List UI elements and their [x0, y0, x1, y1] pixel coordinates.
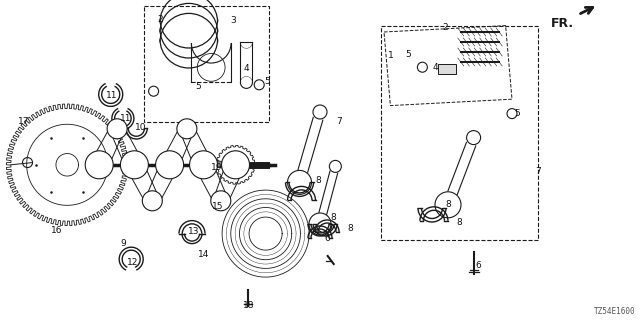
Text: 18: 18	[243, 301, 254, 310]
Bar	[381, 26, 538, 240]
Circle shape	[120, 151, 148, 179]
Circle shape	[85, 151, 113, 179]
Text: 8: 8	[330, 213, 335, 222]
Circle shape	[107, 119, 127, 139]
Text: 11: 11	[106, 92, 118, 100]
Polygon shape	[193, 165, 229, 201]
Text: 6: 6	[325, 234, 330, 243]
Text: 14: 14	[198, 250, 209, 259]
Text: 2: 2	[442, 23, 447, 32]
Polygon shape	[179, 129, 214, 165]
Polygon shape	[124, 165, 160, 201]
Text: 8: 8	[445, 200, 451, 209]
Polygon shape	[145, 165, 180, 201]
Text: 19: 19	[211, 164, 222, 172]
Text: 6: 6	[476, 261, 481, 270]
Bar	[144, 6, 269, 122]
Text: 16: 16	[51, 226, 62, 235]
Polygon shape	[212, 165, 246, 201]
Text: 2: 2	[157, 15, 163, 24]
Text: 10: 10	[135, 124, 147, 132]
Text: 8: 8	[316, 176, 321, 185]
Text: 4: 4	[433, 63, 438, 72]
Circle shape	[211, 191, 231, 211]
Circle shape	[189, 151, 218, 179]
Text: 7: 7	[337, 117, 342, 126]
Circle shape	[177, 119, 197, 139]
Circle shape	[142, 191, 163, 211]
Text: 17: 17	[18, 117, 29, 126]
Circle shape	[221, 151, 250, 179]
Polygon shape	[159, 129, 195, 165]
Text: 5: 5	[196, 82, 201, 91]
Text: 15: 15	[212, 202, 223, 211]
Text: 11: 11	[120, 114, 132, 123]
Bar	[438, 64, 456, 74]
Circle shape	[156, 151, 184, 179]
Text: 5: 5	[405, 50, 410, 59]
Text: 3: 3	[231, 16, 236, 25]
Text: 7: 7	[535, 167, 540, 176]
Text: 8: 8	[457, 218, 462, 227]
Text: TZ54E1600: TZ54E1600	[595, 307, 636, 316]
Text: 4: 4	[244, 64, 249, 73]
Text: 1: 1	[388, 52, 393, 60]
Text: 12: 12	[127, 258, 139, 267]
Text: 8: 8	[348, 224, 353, 233]
Text: 5: 5	[515, 109, 520, 118]
Text: FR.: FR.	[551, 17, 574, 30]
Polygon shape	[89, 129, 125, 165]
Bar	[215, 160, 224, 168]
Text: 13: 13	[188, 228, 200, 236]
Polygon shape	[109, 129, 145, 165]
Text: 9: 9	[121, 239, 126, 248]
Text: 5: 5	[265, 77, 270, 86]
